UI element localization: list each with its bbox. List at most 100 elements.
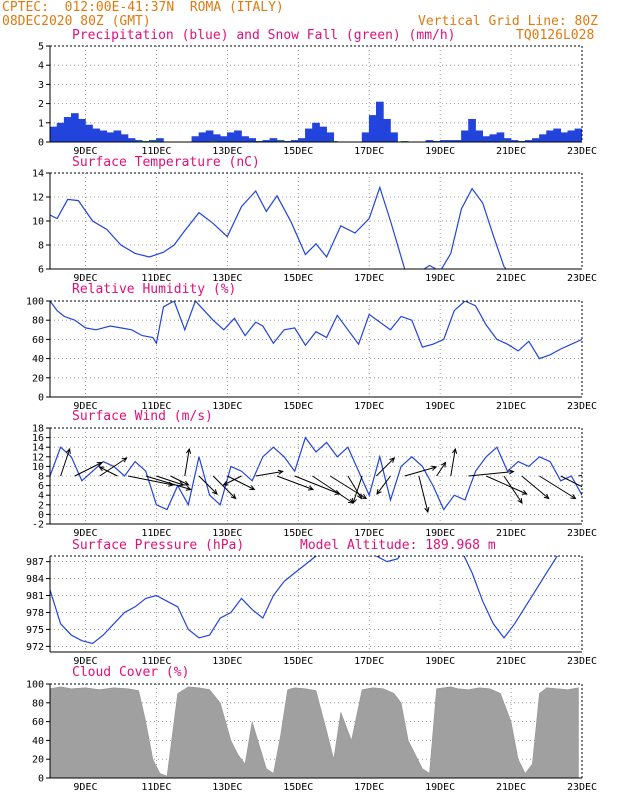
x-tick-label: 13DEC — [212, 528, 242, 539]
wind-arrow-head — [517, 497, 523, 504]
wind-arrow-head — [424, 507, 430, 514]
precip-bar — [99, 130, 108, 142]
wind-arrow-head — [121, 457, 128, 463]
wind-arrow-head — [356, 493, 363, 500]
x-tick-label: 11DEC — [141, 401, 171, 412]
y-tick-label: 80 — [32, 316, 44, 327]
wind-arrow — [99, 466, 118, 477]
x-tick-label: 19DEC — [425, 273, 455, 284]
precip-bar — [269, 138, 278, 142]
series-line — [50, 301, 582, 360]
precip-bar — [191, 136, 200, 142]
precip-bar — [390, 132, 398, 142]
wind-arrow — [352, 475, 363, 504]
x-tick-label: 9DEC — [73, 273, 97, 284]
plot-area — [50, 101, 582, 142]
wind-arrow — [468, 471, 514, 477]
x-tick-label: 21DEC — [496, 146, 526, 157]
y-tick-label: 100 — [26, 297, 44, 308]
wind-arrow — [99, 457, 127, 477]
y-tick-label: 3 — [38, 80, 44, 91]
x-tick-label: 15DEC — [283, 401, 313, 412]
y-tick-label: 16 — [32, 433, 44, 444]
panel-frame — [49, 555, 583, 653]
y-tick-label: 60 — [32, 335, 44, 346]
wind-arrow — [312, 475, 354, 504]
x-tick-label: 23DEC — [567, 528, 597, 539]
x-tick-label: 17DEC — [354, 146, 384, 157]
x-tick-label: 15DEC — [283, 656, 313, 667]
x-tick-label: 13DEC — [212, 273, 242, 284]
wind-arrow — [170, 475, 189, 486]
wind-arrow-head — [183, 480, 190, 486]
wind-arrow — [212, 475, 237, 499]
precip-bar — [312, 122, 320, 142]
model-altitude: Model Altitude: 189.968 m — [300, 538, 496, 553]
panel-4: 9DEC 11DEC 13DEC 15DEC 17DEC 19DEC 21DEC 23DEC 9… — [26, 555, 597, 667]
x-tick-label: 11DEC — [141, 528, 171, 539]
x-tick-label: 21DEC — [496, 656, 526, 667]
precip-bar — [50, 126, 58, 142]
y-tick-label: 4 — [38, 491, 44, 502]
wind-arrow — [418, 475, 429, 513]
precip-bar — [212, 134, 221, 142]
precip-bar — [368, 115, 377, 142]
x-tick-label: 23DEC — [567, 401, 597, 412]
y-tick-label: 10 — [32, 217, 44, 228]
wind-arrow — [276, 475, 314, 490]
y-tick-label: 20 — [32, 373, 44, 384]
series-line — [50, 436, 582, 511]
wind-arrow-head — [230, 493, 237, 500]
cloud-cover-area — [50, 686, 579, 778]
x-tick-label: 21DEC — [496, 528, 526, 539]
precip-bar — [156, 138, 164, 142]
y-tick-label: 18 — [32, 424, 44, 435]
wind-arrow — [255, 471, 283, 477]
x-tick-label: 9DEC — [73, 401, 97, 412]
wind-arrow-head — [521, 489, 528, 495]
y-tick-label: 0 — [38, 510, 44, 521]
wind-arrow-head — [222, 480, 229, 486]
x-tick-label: 11DEC — [141, 146, 171, 157]
precip-bar — [489, 134, 498, 142]
precip-bar — [219, 136, 228, 142]
x-tick-label: 15DEC — [283, 782, 313, 793]
precip-bar — [92, 128, 100, 142]
precip-bar — [262, 140, 271, 142]
wind-arrow-head — [441, 461, 447, 468]
x-tick-label: 9DEC — [73, 146, 97, 157]
x-tick-label: 17DEC — [354, 656, 384, 667]
x-tick-label: 11DEC — [141, 782, 171, 793]
wind-arrow — [521, 475, 550, 499]
precip-bar — [290, 140, 299, 142]
series-line — [50, 556, 558, 645]
wind-arrow-head — [361, 494, 368, 500]
x-tick-label: 9DEC — [73, 528, 97, 539]
wind-arrow — [127, 475, 174, 486]
wind-arrow-head — [596, 470, 601, 474]
precip-bar — [205, 130, 214, 142]
y-tick-label: 987 — [26, 557, 44, 568]
precip-bar — [454, 140, 462, 142]
wind-arrow — [376, 475, 391, 495]
y-tick-label: 4 — [38, 61, 44, 72]
precip-bar — [78, 118, 86, 142]
wind-arrow-head — [249, 485, 256, 491]
y-tick-label: 0 — [38, 774, 44, 785]
wind-arrow — [560, 475, 582, 488]
wind-arrow-head — [451, 447, 458, 454]
wind-arrow — [156, 475, 184, 486]
x-tick-label: 23DEC — [567, 656, 597, 667]
x-tick-label: 17DEC — [354, 782, 384, 793]
plot-area — [50, 301, 582, 360]
precip-bar — [319, 126, 327, 142]
panel-1: 9DEC 11DEC 13DEC 15DEC 17DEC 19DEC 21DEC 23DEC 6… — [32, 169, 597, 285]
y-tick-label: -2 — [32, 520, 44, 531]
wind-arrow — [450, 448, 456, 477]
wind-arrow-head — [185, 447, 192, 454]
y-tick-label: 5 — [38, 42, 44, 53]
plot-area — [50, 556, 558, 645]
precip-bar — [510, 140, 519, 142]
date-header: 08DEC2020 80Z (GMT) — [2, 14, 151, 29]
